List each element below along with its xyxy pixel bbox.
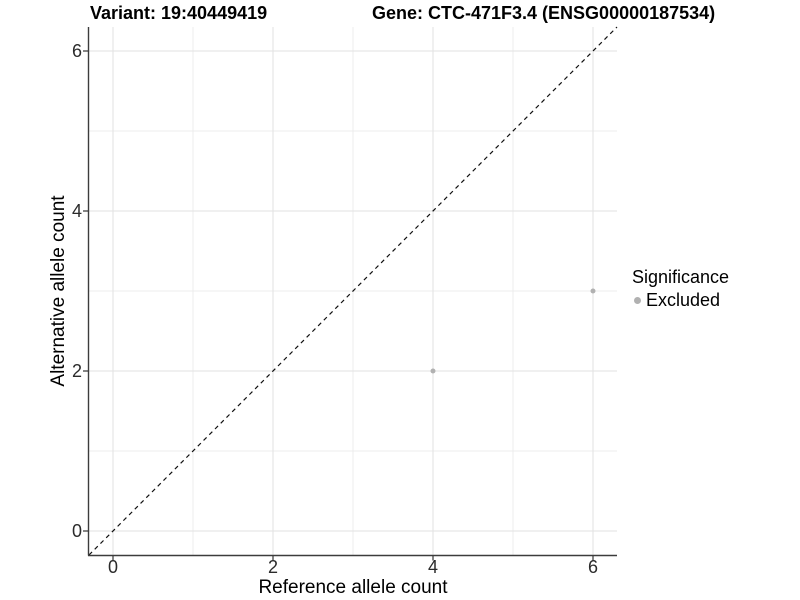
x-tick-label: 2 bbox=[267, 557, 278, 577]
x-tick-label: 6 bbox=[587, 557, 598, 577]
x-tick-label: 4 bbox=[427, 557, 438, 577]
legend-item-excluded: Excluded bbox=[634, 290, 729, 311]
data-point bbox=[430, 368, 436, 374]
x-axis-title: Reference allele count bbox=[258, 577, 448, 598]
y-tick-label: 6 bbox=[71, 41, 82, 61]
y-tick-label: 4 bbox=[71, 201, 82, 221]
legend-item-label: Excluded bbox=[646, 290, 721, 310]
y-axis-title: Alternative allele count bbox=[48, 195, 69, 387]
legend-title: Significance bbox=[632, 267, 730, 287]
data-point bbox=[590, 288, 596, 294]
y-tick-label: 2 bbox=[71, 361, 82, 381]
excluded-point-icon bbox=[634, 297, 641, 304]
gene-title: Gene: CTC-471F3.4 (ENSG00000187534) bbox=[372, 3, 716, 23]
legend: Significance Excluded bbox=[632, 267, 729, 311]
variant-title: Variant: 19:40449419 bbox=[90, 3, 268, 23]
y-tick-label: 0 bbox=[71, 521, 82, 541]
x-tick-label: 0 bbox=[107, 557, 118, 577]
identity-line bbox=[88, 26, 618, 556]
